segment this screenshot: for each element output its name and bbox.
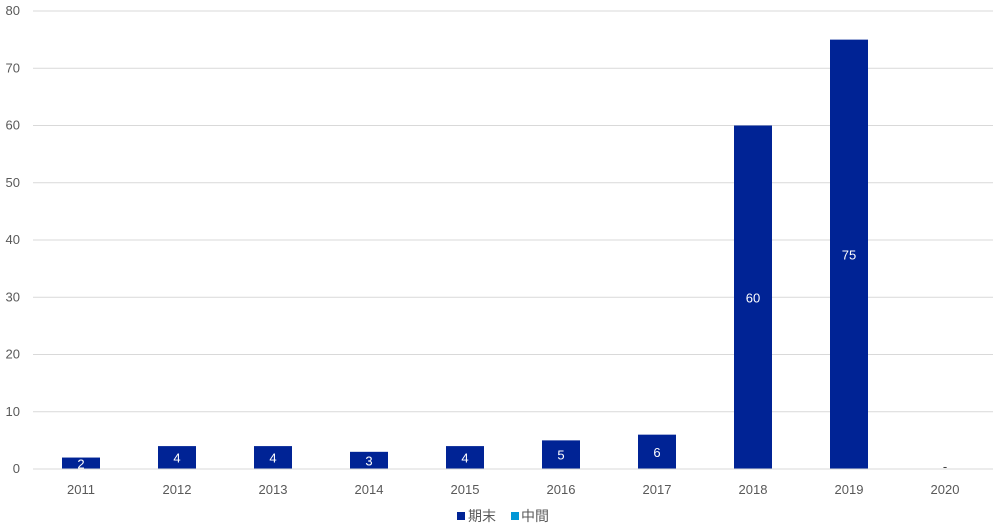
x-tick-label: 2019	[835, 482, 864, 497]
data-label-2013: 4	[269, 451, 276, 466]
x-tick-label: 2013	[259, 482, 288, 497]
y-tick-label: 50	[6, 175, 20, 190]
bar-2015	[446, 446, 484, 469]
bar-2012	[158, 446, 196, 469]
y-axis: 0 10 20 30 40 50 60 70 80	[6, 3, 20, 476]
y-tick-label: 40	[6, 232, 20, 247]
bar-2018	[734, 125, 772, 469]
data-label-2019: 75	[842, 247, 856, 262]
y-tick-label: 0	[13, 461, 20, 476]
x-tick-label: 2018	[739, 482, 768, 497]
y-tick-label: 60	[6, 118, 20, 133]
bar-2013	[254, 446, 292, 469]
x-tick-label: 2016	[547, 482, 576, 497]
data-label-2012: 4	[173, 451, 180, 466]
y-tick-label: 20	[6, 347, 20, 362]
data-label-2014: 3	[365, 453, 372, 468]
y-tick-label: 80	[6, 3, 20, 18]
bar-2011	[62, 457, 100, 469]
bars: 2 4 4 3 4 5 6 60 75 -	[62, 39, 947, 474]
x-axis: 2011 2012 2013 2014 2015 2016 2017 2018 2019 2020	[33, 468, 993, 497]
y-tick-label: 70	[6, 60, 20, 75]
legend: 期末 中間	[457, 509, 549, 525]
x-tick-label: 2017	[643, 482, 672, 497]
x-tick-label: 2020	[931, 482, 960, 497]
data-label-2020: -	[943, 459, 947, 474]
data-label-2017: 6	[653, 445, 660, 460]
data-label-2018: 60	[746, 290, 760, 305]
data-label-2016: 5	[557, 448, 564, 463]
y-tick-label: 10	[6, 404, 20, 419]
x-tick-label: 2012	[163, 482, 192, 497]
bar-2016	[542, 440, 580, 469]
y-tick-label: 30	[6, 289, 20, 304]
x-tick-label: 2014	[355, 482, 384, 497]
legend-label-interim: 中間	[521, 509, 549, 525]
x-tick-label: 2015	[451, 482, 480, 497]
x-tick-label: 2011	[67, 482, 95, 497]
legend-swatch-final	[457, 512, 465, 520]
legend-swatch-interim	[511, 512, 519, 520]
gridlines	[33, 10, 993, 470]
data-label-2011: 2	[77, 456, 84, 471]
bar-2017	[638, 434, 676, 469]
data-label-2015: 4	[461, 451, 468, 466]
legend-label-final: 期末	[468, 509, 496, 525]
bar-2014	[350, 451, 388, 469]
bar-2019	[830, 39, 868, 469]
